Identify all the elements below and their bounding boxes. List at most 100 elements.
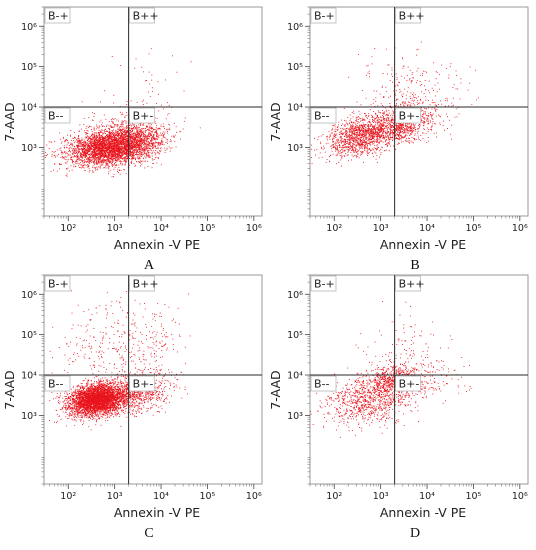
data-point	[137, 141, 139, 143]
data-point	[316, 149, 318, 150]
data-point	[61, 153, 63, 155]
data-point	[117, 152, 119, 153]
data-point	[95, 137, 96, 139]
data-point	[339, 151, 341, 153]
data-point	[334, 126, 336, 128]
data-point	[110, 142, 112, 144]
data-point	[152, 128, 154, 129]
data-point	[95, 169, 96, 171]
data-point	[387, 144, 388, 146]
data-point	[101, 164, 102, 166]
data-point	[110, 132, 111, 134]
data-point	[153, 146, 155, 148]
data-point	[124, 141, 126, 143]
data-point	[101, 134, 103, 136]
data-point	[88, 141, 90, 143]
data-point	[94, 160, 96, 162]
data-point	[104, 156, 105, 158]
data-point	[143, 140, 145, 142]
data-point	[370, 133, 372, 135]
data-point	[77, 156, 79, 157]
data-point	[89, 161, 90, 162]
data-point	[125, 151, 127, 153]
data-point	[381, 126, 383, 127]
data-point	[142, 124, 143, 126]
data-point	[366, 131, 367, 133]
data-point	[149, 132, 151, 134]
data-point	[96, 128, 98, 130]
data-point	[358, 121, 360, 123]
data-point	[156, 128, 158, 130]
data-point	[86, 151, 88, 153]
data-point	[143, 153, 145, 155]
data-point	[81, 159, 83, 161]
data-point	[150, 141, 152, 143]
data-point	[116, 141, 118, 142]
data-point	[138, 157, 140, 159]
data-point	[93, 157, 95, 159]
data-point	[122, 137, 124, 139]
data-point	[164, 137, 166, 138]
data-point	[126, 160, 128, 162]
data-point	[110, 169, 112, 171]
data-point	[97, 144, 98, 146]
data-point	[108, 173, 109, 175]
data-point	[144, 167, 146, 169]
data-point	[75, 155, 77, 156]
data-point	[131, 158, 133, 159]
data-point	[108, 139, 110, 141]
data-point	[154, 145, 156, 147]
data-point	[125, 133, 127, 135]
data-point	[125, 138, 127, 140]
data-point	[116, 137, 117, 139]
data-point	[138, 141, 140, 142]
data-point	[134, 149, 136, 151]
data-point	[65, 175, 67, 176]
data-point	[122, 133, 124, 134]
data-point	[97, 149, 99, 150]
data-point	[317, 139, 319, 141]
data-point	[375, 124, 376, 126]
data-point	[110, 135, 111, 137]
data-point	[344, 150, 345, 152]
data-point	[114, 148, 116, 150]
data-point	[348, 123, 350, 124]
data-point	[141, 153, 143, 155]
data-point	[390, 127, 392, 128]
data-point	[117, 151, 118, 153]
data-point	[98, 140, 100, 142]
data-point	[100, 151, 101, 153]
data-point	[134, 137, 136, 139]
data-point	[112, 164, 113, 165]
data-point	[169, 150, 171, 152]
data-point	[95, 132, 97, 134]
data-point	[104, 149, 106, 151]
data-point	[348, 128, 349, 130]
data-point	[109, 126, 111, 128]
data-point	[118, 150, 120, 152]
data-point	[82, 143, 83, 145]
data-point	[173, 136, 175, 137]
data-point	[174, 134, 176, 136]
data-point	[159, 144, 161, 146]
data-point	[361, 126, 363, 128]
data-point	[139, 135, 141, 137]
data-point	[145, 157, 146, 159]
data-point	[373, 125, 375, 127]
data-point	[123, 144, 125, 145]
data-point	[91, 154, 92, 155]
data-point	[119, 173, 121, 175]
data-point	[365, 133, 367, 135]
data-point	[99, 121, 101, 123]
data-point	[131, 145, 133, 147]
data-point	[390, 138, 392, 140]
data-point	[103, 143, 105, 145]
data-point	[93, 140, 95, 142]
data-point	[168, 123, 170, 125]
data-point	[95, 153, 97, 155]
data-point	[102, 147, 104, 149]
data-point	[390, 125, 392, 127]
data-point	[67, 141, 69, 143]
data-point	[120, 130, 122, 131]
data-point	[126, 125, 128, 127]
